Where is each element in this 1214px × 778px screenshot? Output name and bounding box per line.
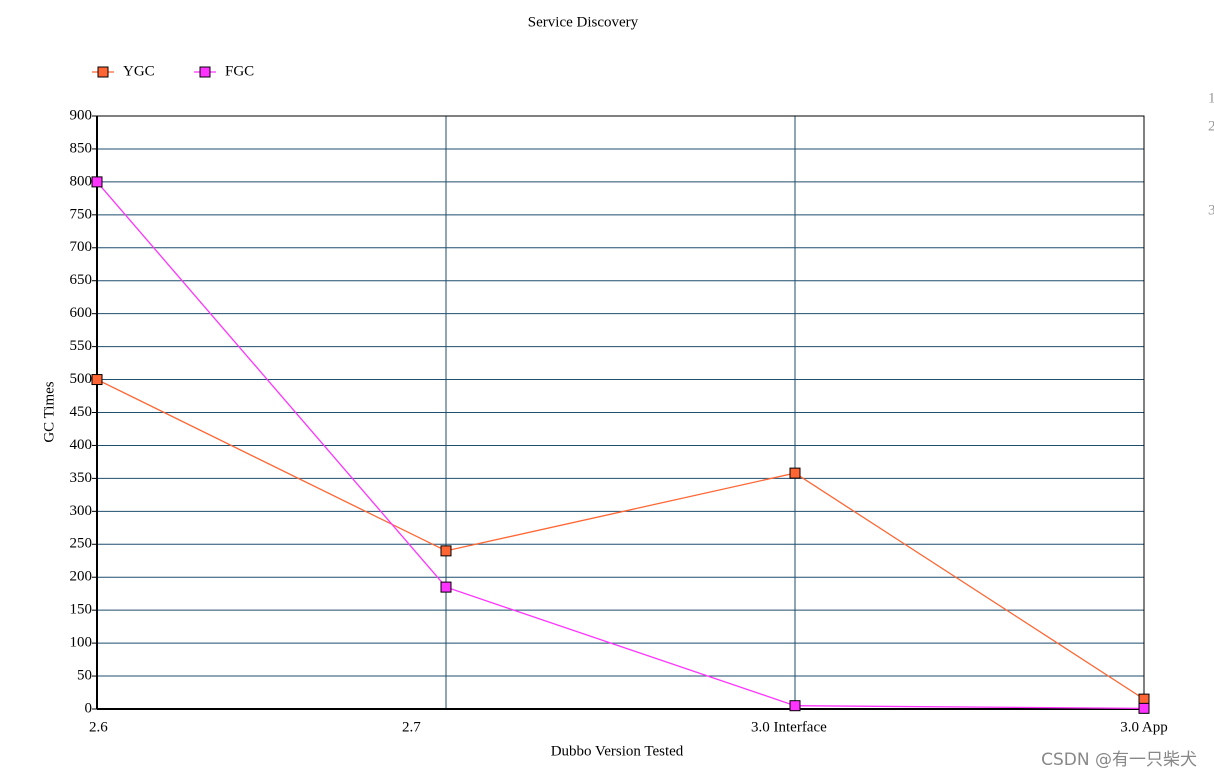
point-marker (440, 545, 452, 557)
point-marker (440, 581, 452, 593)
point-marker (1138, 693, 1150, 705)
x-axis-label: Dubbo Version Tested (551, 743, 684, 759)
side-number: 3 (1208, 202, 1214, 218)
x-tick-label: 3.0 Interface (751, 719, 827, 735)
point-marker (789, 467, 801, 479)
y-tick-label: 400 (70, 437, 93, 453)
y-tick-label: 50 (77, 667, 92, 683)
y-tick-label: 250 (70, 536, 93, 552)
point-marker (789, 700, 801, 712)
x-tick-label: 2.6 (89, 719, 108, 735)
side-number: 1 (1208, 90, 1214, 106)
side-number: 2 (1208, 118, 1214, 134)
legend-marker (97, 66, 109, 78)
legend-label: FGC (225, 63, 254, 79)
point-marker (91, 176, 103, 188)
series-line (96, 181, 1145, 709)
y-tick-label: 550 (70, 338, 93, 354)
y-tick-label: 900 (70, 107, 93, 123)
legend-marker (199, 66, 211, 78)
watermark: CSDN @有一只柴犬 (1041, 750, 1197, 770)
y-tick-label: 850 (70, 140, 93, 156)
y-tick-label: 700 (70, 239, 93, 255)
x-tick-label: 2.7 (402, 719, 421, 735)
y-tick-label: 100 (70, 635, 93, 651)
y-tick-label: 600 (70, 305, 93, 321)
y-tick-label: 350 (70, 470, 93, 486)
y-tick-label: 300 (70, 503, 93, 519)
point-marker (91, 374, 103, 386)
y-tick-label: 0 (85, 700, 93, 716)
point-marker (1138, 702, 1150, 714)
y-tick-label: 200 (70, 569, 93, 585)
y-tick-label: 750 (70, 206, 93, 222)
chart-title: Service Discovery (528, 14, 639, 30)
y-tick-label: 150 (70, 602, 93, 618)
y-tick-label: 800 (70, 173, 93, 189)
y-tick-label: 450 (70, 404, 93, 420)
y-tick-label: 500 (70, 371, 93, 387)
legend-label: YGC (123, 63, 155, 79)
x-tick-label: 3.0 App (1120, 719, 1168, 735)
y-axis-label: GC Times (41, 381, 57, 442)
series-line (96, 378, 1145, 700)
y-tick-label: 650 (70, 272, 93, 288)
